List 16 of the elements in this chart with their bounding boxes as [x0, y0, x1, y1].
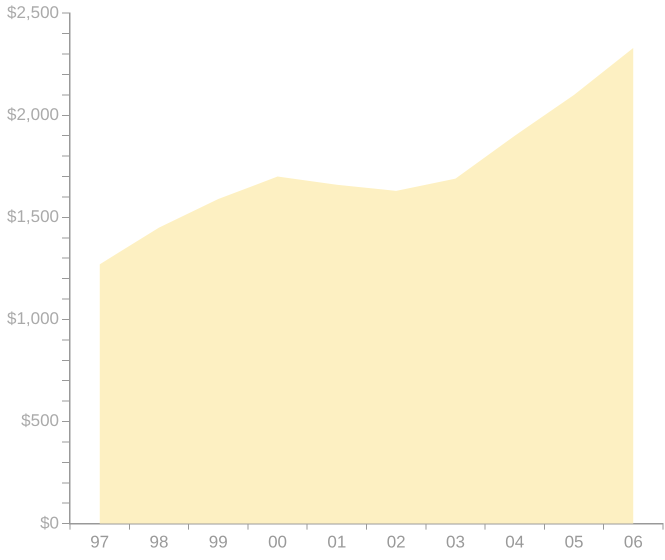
- x-tick-label: 03: [446, 532, 465, 552]
- x-tick-label: 06: [624, 532, 643, 552]
- x-tick-label: 98: [149, 532, 168, 552]
- y-tick-label: $1,000: [6, 309, 59, 328]
- y-tick-label: $1,500: [6, 207, 59, 226]
- x-tick-label: 97: [90, 532, 110, 552]
- y-tick-label: $500: [21, 411, 59, 430]
- x-tick-label: 02: [386, 532, 406, 552]
- y-tick-label: $2,500: [6, 2, 59, 22]
- y-tick-label: $2,000: [6, 104, 59, 124]
- x-tick-label: 99: [208, 532, 228, 552]
- x-tick-label: 04: [505, 532, 524, 552]
- y-tick-label: $0: [40, 513, 59, 532]
- x-tick-label: 00: [268, 532, 288, 552]
- x-tick-label: 01: [327, 532, 346, 552]
- x-tick-label: 05: [564, 532, 584, 552]
